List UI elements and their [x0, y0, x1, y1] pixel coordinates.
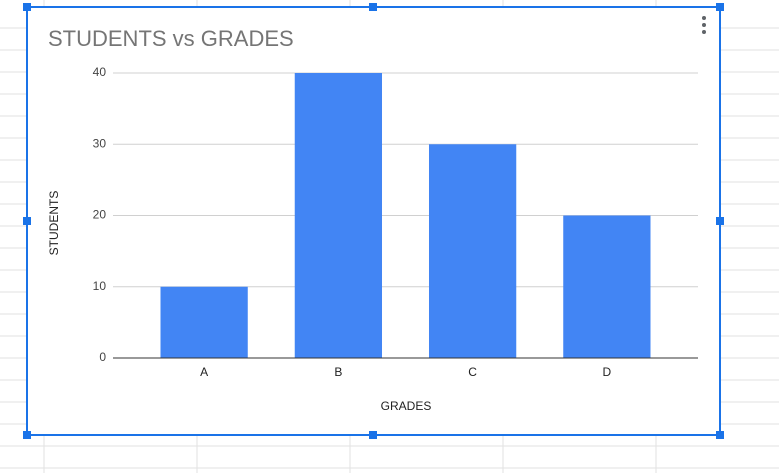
- x-tick-label: C: [468, 365, 477, 379]
- y-tick-label: 0: [99, 350, 106, 364]
- y-tick-label: 10: [93, 279, 107, 293]
- bar: [563, 215, 651, 358]
- y-axis-label: STUDENTS: [47, 191, 61, 256]
- x-tick-label: A: [200, 365, 208, 379]
- y-tick-label: 40: [93, 65, 107, 79]
- x-tick-label: D: [603, 365, 612, 379]
- bar: [428, 144, 517, 358]
- menu-button[interactable]: [702, 16, 706, 34]
- x-tick-label: B: [334, 365, 342, 379]
- bar: [294, 73, 383, 358]
- y-tick-label: 30: [93, 136, 107, 150]
- chart-title: STUDENTS vs GRADES: [48, 26, 294, 51]
- bar: [160, 286, 248, 358]
- x-axis-label: GRADES: [381, 399, 432, 413]
- resize-handles[interactable]: [23, 3, 724, 439]
- y-tick-label: 20: [93, 208, 107, 222]
